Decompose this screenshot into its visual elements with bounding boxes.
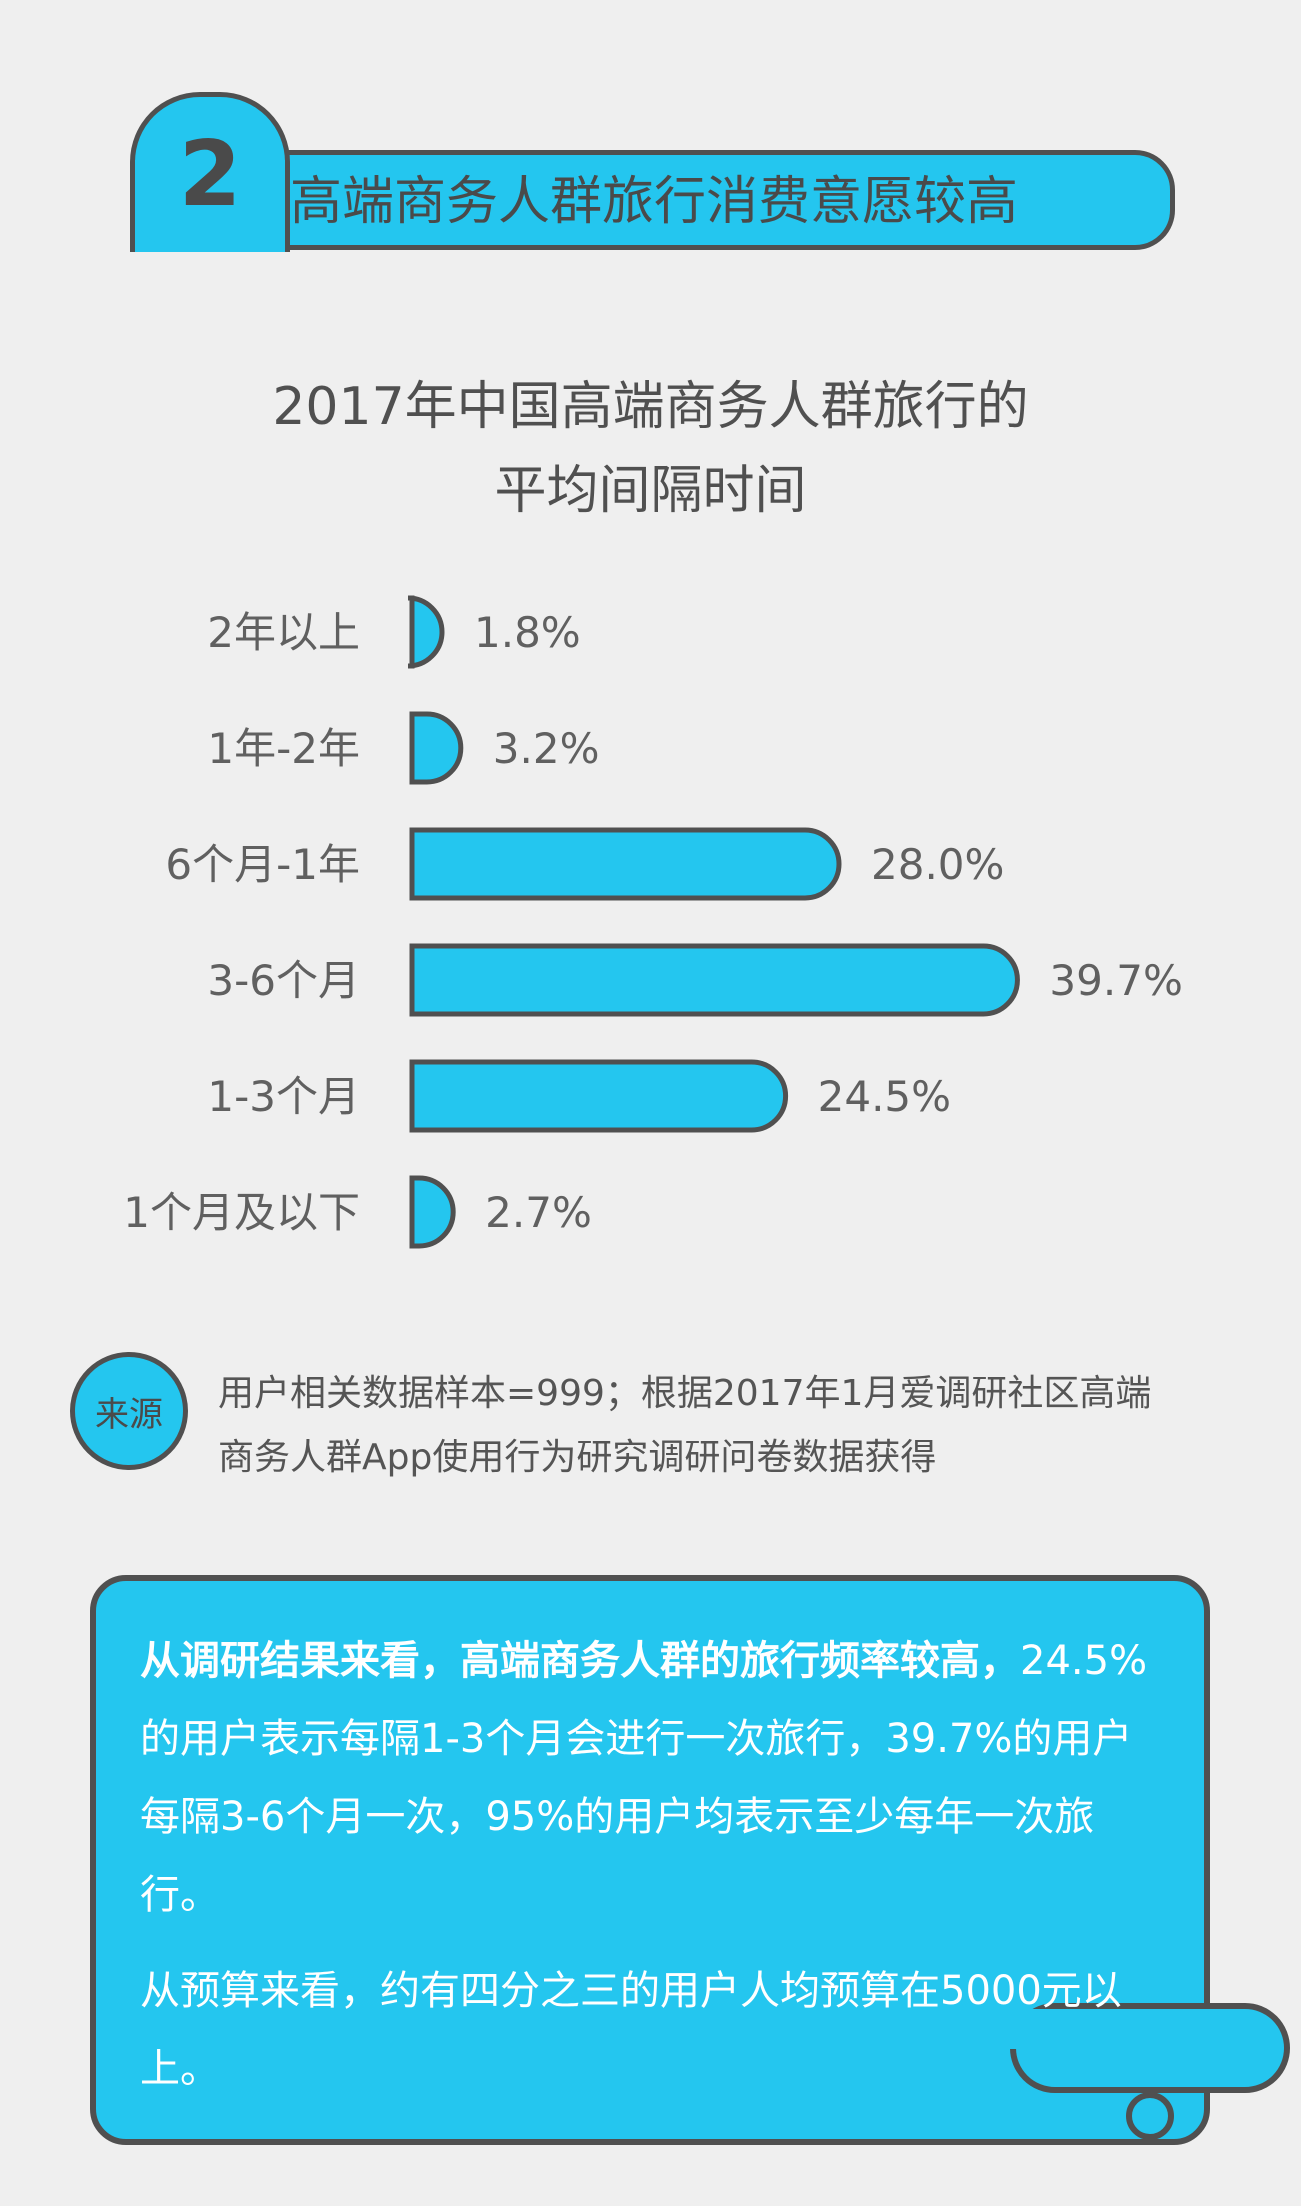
value-label-2: 28.0%	[871, 840, 1004, 889]
category-label-2: 6个月-1年	[165, 840, 360, 889]
summary-text: 从调研结果来看，高端商务人群的旅行频率较高，24.5%的用户表示每隔1-3个月会…	[140, 1622, 1170, 2126]
bar-chart: 2年以上 1.8% 1年-2年 3.2% 6个月-1年 28.0% 3-6个月 39.7% 1-…	[123, 595, 1183, 1249]
summary-line-3: 从预算来看，约有四分之三的用户人均预算在5000元以上。	[140, 1968, 1122, 2092]
source-note: 用户相关数据样本=999；根据2017年1月爱调研社区高端 商务人群App使用行…	[218, 1373, 1152, 1478]
category-label-0: 2年以上	[207, 608, 360, 657]
bar-3	[409, 943, 1020, 1017]
section-number-tab-fill	[135, 160, 285, 245]
bar-2	[409, 827, 842, 901]
value-label-4: 24.5%	[818, 1072, 951, 1121]
section-header-bar	[135, 150, 1175, 250]
bar-1	[409, 711, 464, 785]
bar-4	[409, 1059, 789, 1133]
value-label-3: 39.7%	[1049, 956, 1182, 1005]
bubble-tail-join	[1010, 2009, 1204, 2049]
summary-headline: 从调研结果来看，高端商务人群的旅行频率较高，	[140, 1638, 1020, 1684]
source-badge: 来源	[70, 1352, 188, 1470]
section-title: 高端商务人群旅行消费意愿较高	[290, 172, 1019, 232]
category-label-5: 1个月及以下	[123, 1188, 360, 1237]
chart-title: 2017年中国高端商务人群旅行的 平均间隔时间	[272, 377, 1029, 521]
value-label-5: 2.7%	[485, 1188, 592, 1237]
bubble-dot	[1126, 2092, 1174, 2140]
category-label-1: 1年-2年	[207, 724, 360, 773]
value-label-0: 1.8%	[474, 608, 581, 657]
summary-line-2: 24.5%的用户表示每隔1-3个月会进行一次旅行，39.7%的用户每隔3-6个月…	[140, 1638, 1148, 1918]
category-label-3: 3-6个月	[207, 956, 360, 1005]
summary-line-1: 从调研结果来看，高端商务人群的旅行频率较高，24.5%的用户表示每隔1-3个月会…	[140, 1622, 1170, 1934]
category-label-4: 1-3个月	[207, 1072, 360, 1121]
bar-0	[407, 595, 445, 669]
value-label-1: 3.2%	[493, 724, 600, 773]
source-badge-label: 来源	[95, 1394, 163, 1435]
bar-5	[409, 1175, 456, 1249]
section-number: 2	[178, 122, 242, 227]
